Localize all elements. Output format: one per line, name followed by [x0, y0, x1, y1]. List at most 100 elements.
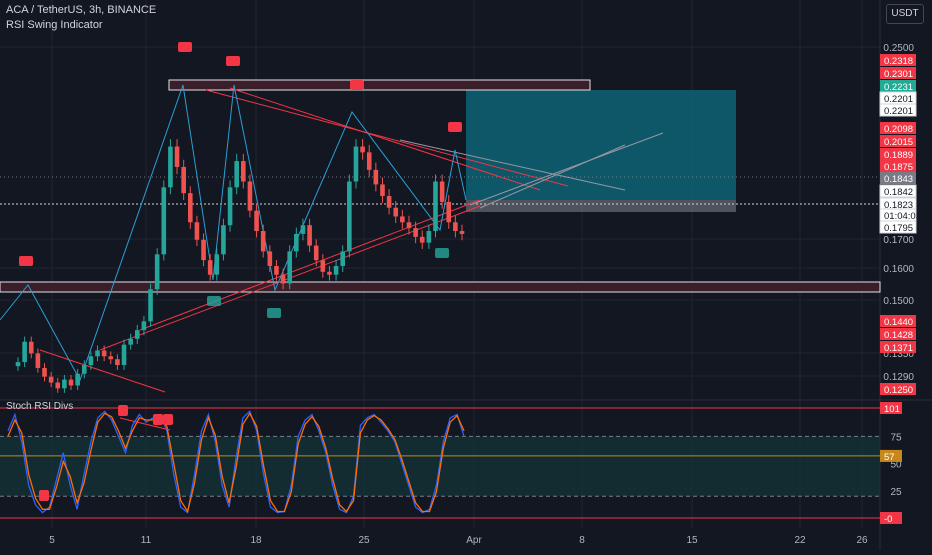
candle-body	[340, 251, 346, 266]
projection-line	[469, 132, 664, 206]
candle-body	[234, 161, 239, 188]
trendline	[229, 87, 541, 191]
sell-signal-marker	[226, 56, 240, 66]
candle-body	[168, 146, 173, 188]
candle-body	[419, 236, 425, 243]
osc-value-tag-label: -0	[884, 514, 892, 525]
candle-body	[446, 201, 452, 223]
price-tag-label: 0.2201	[884, 106, 913, 117]
price-tag	[880, 328, 916, 340]
resistance-box	[168, 79, 591, 91]
x-tick-label: 18	[250, 535, 262, 546]
candle-body	[247, 181, 253, 211]
candle-body	[413, 228, 418, 237]
price-tag	[880, 172, 916, 184]
trendline	[39, 349, 166, 393]
price-tag-label: 0.1250	[884, 385, 913, 396]
candle-body	[221, 225, 226, 255]
candle-body	[214, 254, 220, 275]
candle-body	[101, 350, 107, 357]
x-tick-label: 11	[141, 535, 152, 546]
projection-line	[399, 139, 626, 191]
candle-body	[353, 146, 359, 182]
candle-body	[141, 321, 147, 331]
divergence-line	[119, 417, 171, 431]
candle-body	[380, 184, 385, 197]
price-tag	[880, 80, 916, 92]
y-tick-label: 0.1500	[883, 296, 914, 307]
x-tick-label: 15	[686, 535, 698, 546]
swing-zigzag	[0, 84, 467, 382]
price-tag-label: 0.1371	[884, 343, 913, 354]
price-axis: 0.2500 0.1700 0.1600 0.1500 0.1350 0.1290 0.23…	[879, 43, 921, 525]
sell-signal-marker	[178, 42, 192, 52]
price-tag-label: 0.2231	[884, 82, 913, 93]
candle-body	[347, 181, 352, 252]
candle-body	[81, 365, 87, 374]
candle-body	[95, 350, 100, 357]
candle-body	[115, 359, 120, 366]
candle-body	[320, 260, 326, 272]
candle-body	[88, 356, 94, 366]
candle-body	[267, 251, 273, 266]
stoch-series	[7, 412, 465, 514]
candle-body	[108, 356, 114, 360]
osc-tick-label: 50	[890, 460, 902, 471]
candle-body	[227, 187, 233, 226]
candle-body	[148, 289, 153, 322]
divergence-marker	[39, 490, 49, 501]
candle-body	[426, 231, 432, 243]
x-tick-label: 5	[49, 535, 55, 546]
candle-body	[373, 169, 379, 185]
projection-line	[479, 144, 626, 209]
candle-body	[393, 207, 399, 217]
candle-body	[406, 222, 412, 229]
price-tag-label: 0.1843	[884, 174, 913, 185]
candle-body	[433, 181, 438, 232]
buy-signal-marker	[267, 308, 281, 318]
candle-body	[181, 166, 186, 194]
candle-body	[28, 341, 34, 354]
osc-value-tag-label: 57	[884, 452, 895, 463]
candle-body	[42, 367, 47, 377]
price-tag-label: 0.1842	[884, 187, 913, 198]
candle-body	[307, 225, 312, 246]
trendline	[139, 199, 481, 331]
price-tag	[880, 383, 916, 395]
candle-body	[386, 196, 392, 208]
price-tag	[880, 122, 916, 134]
price-tag	[880, 135, 916, 147]
currency-selector[interactable]: USDT	[886, 4, 924, 24]
candle-body	[174, 146, 180, 167]
candle-body	[439, 181, 445, 202]
target-zone	[466, 90, 736, 200]
price-tag-label: 01:04:03	[884, 211, 921, 222]
price-tag-label: 0.2301	[884, 69, 913, 80]
stoch-series	[7, 410, 465, 514]
candle-body	[48, 376, 54, 383]
x-tick-label: Apr	[466, 535, 482, 546]
trendline	[205, 89, 569, 187]
candle-body	[154, 254, 160, 290]
osc-value-tag	[880, 512, 902, 524]
divergence-marker	[163, 414, 173, 425]
candle-body	[274, 265, 279, 275]
candle-body	[287, 251, 293, 284]
candle-body	[333, 265, 339, 275]
price-tag-label: 0.1440	[884, 317, 913, 328]
candle-body	[134, 330, 140, 339]
price-tag	[880, 54, 916, 66]
osc-value-tag	[880, 449, 902, 462]
buy-signal-marker	[207, 296, 221, 306]
candle-body	[187, 193, 193, 223]
x-tick-label: 26	[856, 535, 868, 546]
candle-body	[15, 362, 21, 367]
x-tick-label: 8	[579, 535, 585, 546]
divergence-marker	[118, 405, 128, 416]
osc-value-tag	[880, 402, 902, 414]
stoch-rsi-pane	[0, 405, 880, 519]
candle-body	[68, 379, 74, 386]
signal-markers	[19, 42, 462, 318]
